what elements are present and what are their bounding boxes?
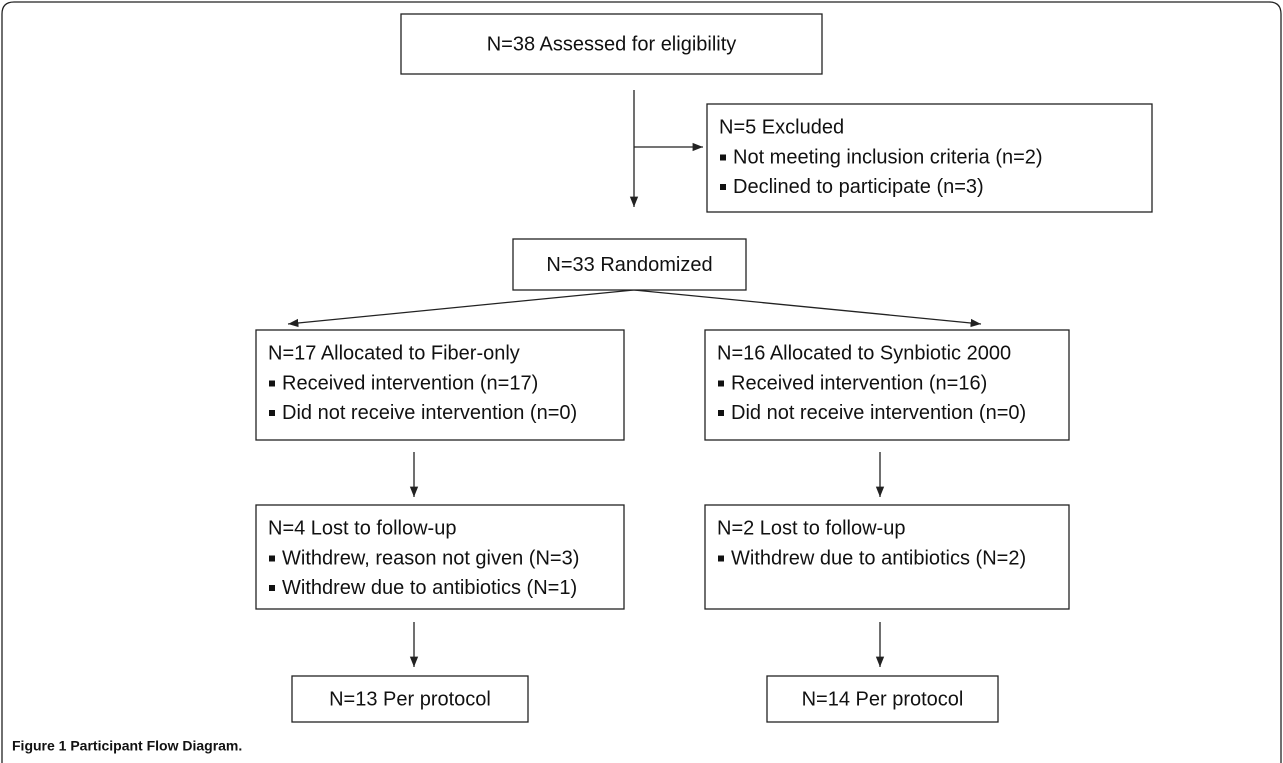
node-title: N=13 Per protocol (329, 688, 491, 710)
node-box (766, 675, 999, 723)
node-item: Did not receive intervention (n=0) (731, 402, 1026, 424)
node-box (400, 13, 823, 75)
node-title: N=17 Allocated to Fiber-only (268, 342, 520, 364)
node-title: N=14 Per protocol (802, 688, 964, 710)
node-box (706, 103, 1153, 213)
node-box (255, 504, 625, 610)
node-box (291, 675, 529, 723)
node-item: Declined to participate (n=3) (733, 176, 984, 198)
node-item: Did not receive intervention (n=0) (282, 402, 577, 424)
node-title: N=38 Assessed for eligibility (487, 33, 737, 55)
node-item: Received intervention (n=17) (282, 372, 538, 394)
node-title: N=33 Randomized (546, 254, 712, 276)
node-item: Withdrew due to antibiotics (N=1) (282, 577, 577, 599)
node-item: Withdrew due to antibiotics (N=2) (731, 547, 1026, 569)
node-item: Not meeting inclusion criteria (n=2) (733, 146, 1043, 168)
bullet (718, 410, 724, 416)
bullet (720, 184, 726, 190)
bullet (718, 380, 724, 387)
bullet (269, 555, 275, 562)
node-title: N=2 Lost to follow-up (717, 517, 905, 539)
bullet (718, 555, 724, 562)
node-item: Received intervention (n=16) (731, 372, 987, 394)
node-box (704, 329, 1070, 441)
bullet (720, 154, 726, 161)
bullet (269, 410, 275, 416)
bullet (269, 585, 275, 591)
bullet (269, 380, 275, 387)
node-item: Withdrew, reason not given (N=3) (282, 547, 579, 569)
connectors (287, 90, 982, 667)
node-title: N=4 Lost to follow-up (268, 517, 456, 539)
caption: Figure 1 Participant Flow Diagram. (12, 738, 242, 754)
node-box (704, 504, 1070, 610)
node-box (255, 329, 625, 441)
node-title: N=16 Allocated to Synbiotic 2000 (717, 342, 1011, 364)
node-title: N=5 Excluded (719, 116, 844, 138)
node-box (512, 238, 747, 291)
